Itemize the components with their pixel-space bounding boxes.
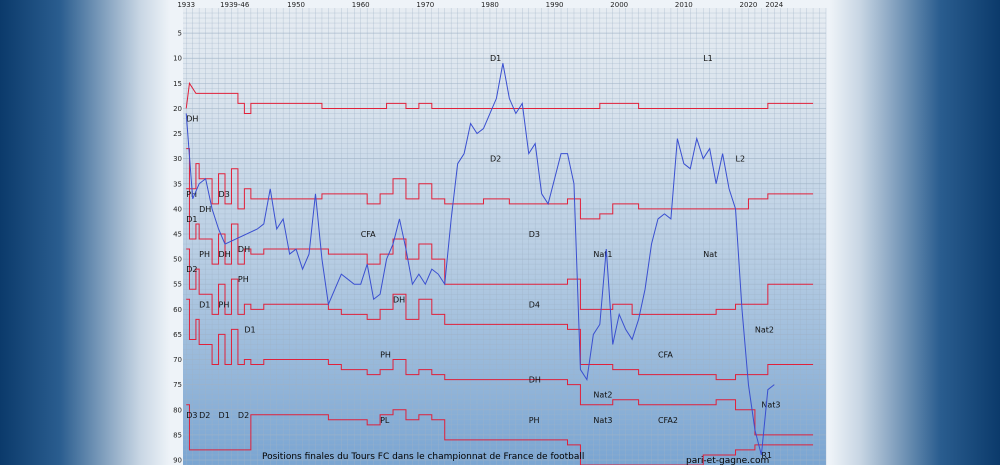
position-line xyxy=(185,63,775,456)
division-label: PH xyxy=(380,351,391,360)
y-tick-label: 10 xyxy=(173,55,182,63)
y-tick-label: 55 xyxy=(173,281,182,289)
division-label: D1 xyxy=(199,300,210,309)
x-tick-label: 1990 xyxy=(546,1,564,9)
division-label: L2 xyxy=(736,155,746,164)
y-tick-label: 90 xyxy=(173,456,182,464)
division-label: L1 xyxy=(703,54,713,63)
division-boundaries xyxy=(185,81,814,465)
y-tick-label: 70 xyxy=(173,356,182,364)
y-tick-label: 20 xyxy=(173,105,182,113)
division-label: CFA xyxy=(658,351,673,360)
division-boundary-line xyxy=(186,248,814,381)
division-label: PH xyxy=(529,416,540,425)
y-tick-label: 45 xyxy=(173,230,182,238)
chart-title: Positions finales du Tours FC dans le ch… xyxy=(262,452,584,462)
division-boundary-line xyxy=(186,298,814,436)
division-label: PL xyxy=(380,416,390,425)
division-label: CFA xyxy=(361,230,376,239)
x-tick-label: 2010 xyxy=(675,1,693,9)
y-tick-label: 15 xyxy=(173,80,182,88)
division-label: D2 xyxy=(186,265,197,274)
y-tick-label: 85 xyxy=(173,431,182,439)
x-axis: 1933 1939-46 1950 1960 1970 1980 1990 2000 2010 2… xyxy=(177,1,783,9)
division-label: Nat3 xyxy=(761,401,780,410)
x-tick-label: 1970 xyxy=(416,1,434,9)
division-label: DH xyxy=(393,295,405,304)
y-tick-label: 60 xyxy=(173,306,182,314)
division-boundary-line xyxy=(186,404,814,465)
division-label: PH xyxy=(238,275,249,284)
division-label: D3 xyxy=(186,411,197,420)
x-tick-label: 1933 xyxy=(177,1,195,9)
x-tick-label: 1939-46 xyxy=(220,1,250,9)
division-label: D2 xyxy=(490,155,501,164)
plot-area xyxy=(183,8,826,465)
division-label: Nat xyxy=(703,250,717,259)
division-label: DH xyxy=(238,245,250,254)
position-series xyxy=(185,63,775,456)
y-tick-label: 40 xyxy=(173,205,182,213)
division-label: PH xyxy=(199,250,210,259)
y-tick-label: 25 xyxy=(173,130,182,138)
division-label: PH xyxy=(219,300,230,309)
division-label: Nat1 xyxy=(593,250,612,259)
division-label: D4 xyxy=(529,300,540,309)
division-label: D1 xyxy=(186,215,197,224)
division-label: DH xyxy=(186,114,198,123)
x-tick-label: 2024 xyxy=(765,1,783,9)
division-boundary-line xyxy=(185,81,814,114)
x-tick-label: 2000 xyxy=(610,1,628,9)
y-tick-label: 5 xyxy=(178,30,182,38)
x-tick-label: 1960 xyxy=(352,1,370,9)
division-label: D1 xyxy=(219,411,230,420)
division-label: D3 xyxy=(529,230,540,239)
division-label: D3 xyxy=(219,190,230,199)
y-tick-label: 75 xyxy=(173,381,182,389)
division-label: D2 xyxy=(199,411,210,420)
division-label: CFA2 xyxy=(658,416,678,425)
y-tick-label: 50 xyxy=(173,256,182,264)
division-label: DH xyxy=(529,376,541,385)
division-label: D2 xyxy=(238,411,249,420)
y-tick-label: 35 xyxy=(173,180,182,188)
y-tick-label: 65 xyxy=(173,331,182,339)
division-label: D1 xyxy=(244,325,255,334)
y-axis: 5 10 15 20 25 30 35 40 45 50 55 60 65 70 75 80 85 90 xyxy=(173,30,182,465)
division-label: PH xyxy=(186,190,197,199)
y-tick-label: 30 xyxy=(173,155,182,163)
division-label: DH xyxy=(219,250,231,259)
x-tick-label: 1950 xyxy=(287,1,305,9)
y-tick-label: 80 xyxy=(173,406,182,414)
source-label: pari-et-gagne.com xyxy=(686,456,769,465)
x-tick-label: 1980 xyxy=(481,1,499,9)
division-label: DH xyxy=(199,205,211,214)
division-label: D1 xyxy=(490,54,501,63)
x-tick-label: 2020 xyxy=(740,1,758,9)
division-label: Nat2 xyxy=(593,391,612,400)
division-label: R1 xyxy=(761,451,772,460)
division-label: Nat2 xyxy=(755,325,774,334)
division-label: Nat3 xyxy=(593,416,612,425)
division-boundary-line xyxy=(186,148,814,220)
division-boundary-line xyxy=(186,188,814,315)
